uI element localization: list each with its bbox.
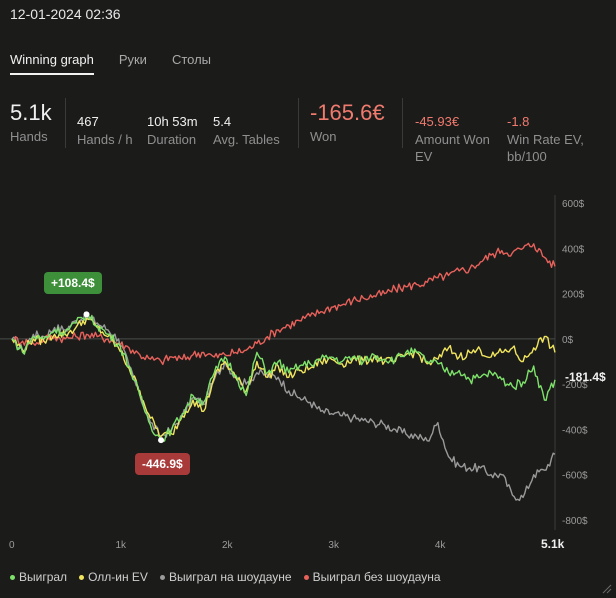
stat-win-rate-ev-label: Win Rate EV, bb/100 [507, 132, 584, 164]
legend-item[interactable]: Выиграл [10, 570, 67, 584]
series-line [11, 242, 556, 366]
stats-divider [65, 98, 66, 148]
extreme-point-marker [83, 311, 90, 318]
stat-avg-tables-value: 5.4 [213, 114, 232, 129]
y-tick-label: 400$ [562, 244, 585, 255]
stat-avg-tables: 5.4 Avg. Tables [213, 114, 280, 148]
legend-dot [10, 574, 15, 580]
stat-duration-value: 10h 53m [147, 114, 198, 129]
stat-win-rate-ev-value: -1.8 [507, 114, 530, 129]
y-tick-label: -600$ [562, 471, 588, 482]
stat-win-rate-ev: -1.8 Win Rate EV, bb/100 [507, 114, 584, 165]
x-tick-label: 2k [222, 540, 234, 551]
stat-hands-per-hour-value: 467 [77, 114, 99, 129]
resize-handle-icon[interactable] [602, 584, 612, 594]
chart-legend: Выиграл Олл-ин EV Выиграл на шоудауне Вы… [10, 570, 453, 584]
chart-svg: 600$ 400$ 200$ 0$ -200$ -400$ -600$ -800$ 0 1k 2k… [0, 195, 588, 551]
tab-tables[interactable]: Столы [171, 52, 212, 67]
x-tick-label: 1k [115, 540, 127, 551]
stat-duration-label: Duration [147, 132, 197, 147]
legend-dot [79, 574, 85, 580]
min-value-callout: -446.9$ [135, 453, 190, 475]
series-line [11, 311, 556, 502]
stat-amount-won-ev-label: Amount Won EV [415, 132, 490, 164]
stats-divider [298, 98, 299, 148]
y-tick-label: -800$ [562, 516, 588, 527]
x-tick-label: 0 [9, 540, 15, 551]
series-line [11, 313, 556, 442]
stat-hands-value: 5.1k [10, 100, 52, 125]
stat-won-value: -165.6€ [310, 100, 385, 125]
legend-item[interactable]: Выиграл на шоудауне [159, 570, 292, 584]
extreme-point-marker [158, 437, 165, 444]
stat-hands-per-hour-label: Hands / h [77, 132, 133, 147]
stats-divider [402, 98, 403, 148]
y-tick-label: -400$ [562, 425, 588, 436]
series-line [11, 317, 556, 438]
x-tick-label: 4k [435, 540, 447, 551]
stat-amount-won-ev: -45.93€ Amount Won EV [415, 114, 490, 165]
stat-duration: 10h 53m Duration [147, 114, 198, 148]
end-value-label: -181.4$ [565, 370, 606, 384]
y-tick-label: 0$ [562, 335, 574, 346]
legend-item[interactable]: Олл-ин EV [79, 570, 148, 584]
legend-dot [303, 574, 309, 580]
stats-bar: 5.1k Hands 467 Hands / h 10h 53m Duratio… [10, 98, 610, 170]
legend-dot [159, 574, 165, 580]
stat-won: -165.6€ Won [310, 100, 385, 145]
stat-hands-per-hour: 467 Hands / h [77, 114, 133, 148]
stat-hands-label: Hands [10, 129, 48, 144]
stat-won-label: Won [310, 129, 337, 144]
x-tick-label: 3k [328, 540, 340, 551]
tab-hands[interactable]: Руки [118, 52, 147, 67]
stat-hands: 5.1k Hands [10, 100, 52, 145]
session-datetime: 12-01-2024 02:36 [10, 6, 121, 22]
y-tick-label: 600$ [562, 199, 585, 210]
y-tick-label: -200$ [562, 380, 588, 391]
max-value-callout: +108.4$ [44, 272, 102, 294]
y-tick-label: 200$ [562, 290, 585, 301]
legend-item[interactable]: Выиграл без шоудауна [303, 570, 441, 584]
x-tick-label: 5.1k [541, 537, 565, 551]
stat-avg-tables-label: Avg. Tables [213, 132, 280, 147]
tab-bar: Winning graph Руки Столы [10, 52, 236, 75]
stat-amount-won-ev-value: -45.93€ [415, 114, 460, 129]
tab-winning-graph[interactable]: Winning graph [10, 52, 94, 75]
winning-graph-chart[interactable]: 600$ 400$ 200$ 0$ -200$ -400$ -600$ -800$ 0 1k 2k… [0, 185, 616, 555]
